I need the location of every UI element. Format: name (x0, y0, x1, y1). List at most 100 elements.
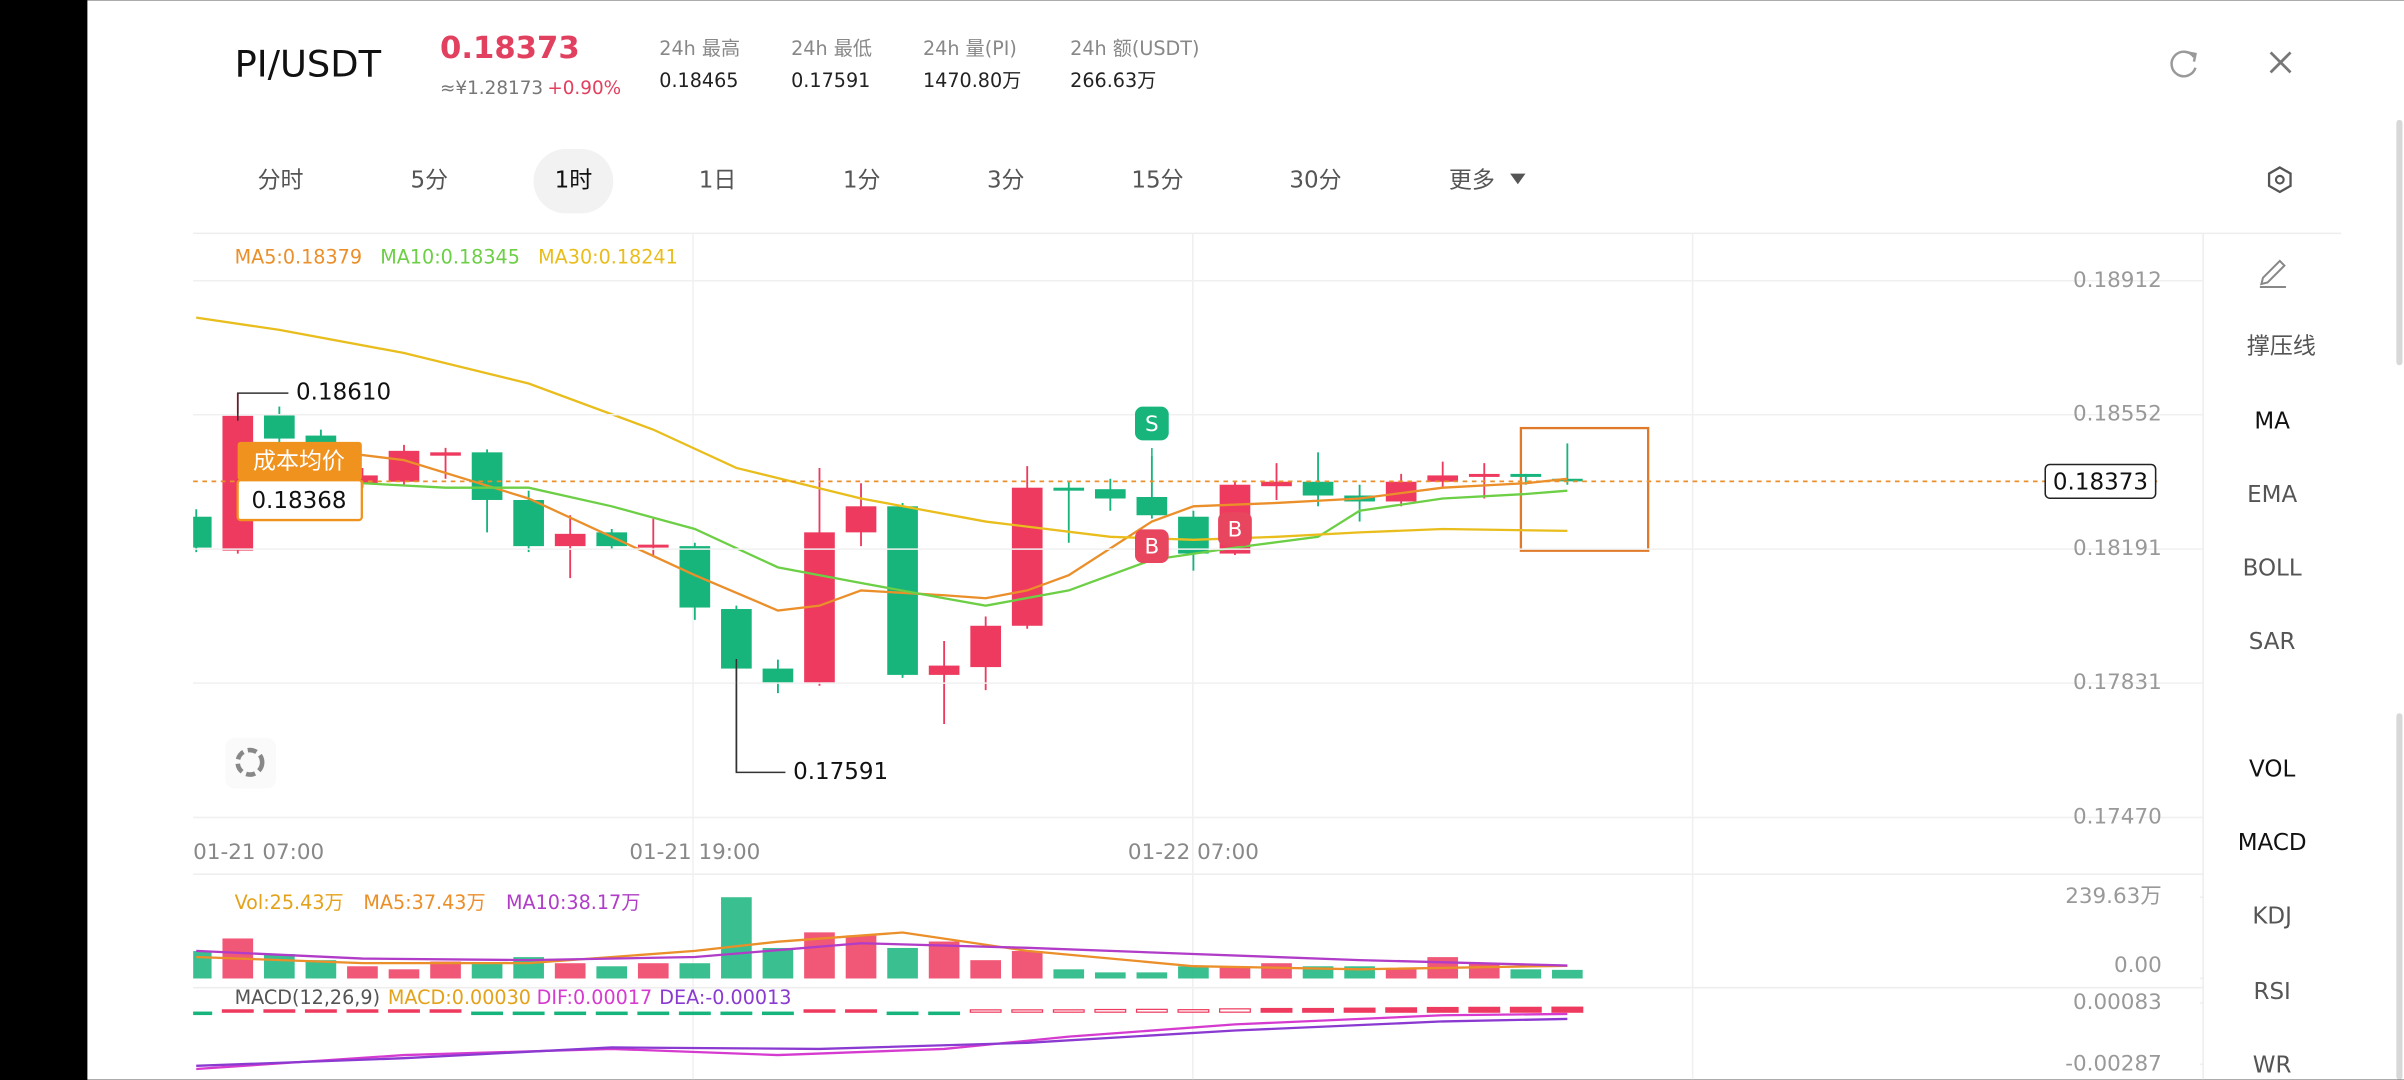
refresh-icon[interactable] (2170, 50, 2197, 78)
macd-bar (720, 1011, 753, 1016)
indicator-option[interactable]: MACD (2238, 830, 2307, 856)
candle-body (264, 414, 295, 439)
macd-bar (554, 1011, 587, 1016)
indicator-legend: MA30:0.18241 (538, 245, 678, 268)
volume-bar (554, 963, 586, 979)
candle-body (1094, 489, 1126, 499)
macd-legend: MACD:0.00030 (388, 986, 531, 1009)
volume-bar (721, 897, 752, 979)
draw-tool-icon[interactable] (2259, 259, 2286, 289)
candle-body (679, 546, 711, 608)
macd-bar (1135, 1008, 1168, 1013)
macd-bar (346, 1009, 379, 1013)
macd-bar (512, 1011, 545, 1016)
buy-signal: B (1228, 518, 1243, 543)
indicator-line (196, 1017, 1568, 1067)
indicator-option[interactable]: KDJ (2252, 904, 2292, 930)
x-tick-label: 01-22 07:00 (1128, 840, 1259, 865)
macd-bar (1011, 1009, 1044, 1013)
y-tick-label: -0.00287 (2065, 1051, 2161, 1076)
y-tick-label: 0.17831 (2073, 670, 2162, 695)
macd-bar (595, 1011, 628, 1016)
volume-bar (347, 966, 378, 979)
volume-bar (1136, 972, 1168, 979)
indicator-legend: DIF:0.00017 (537, 986, 653, 1009)
indicator-option[interactable]: RSI (2253, 979, 2290, 1005)
timeframe-tab[interactable]: 更多 (1449, 168, 1495, 194)
volume-bar (679, 963, 711, 979)
timeframe-tab[interactable]: 3分 (987, 168, 1025, 194)
high-label: 0.18610 (296, 380, 391, 406)
macd-bar (1468, 1006, 1501, 1013)
settings-dot (2274, 174, 2285, 185)
macd-bar (1509, 1006, 1542, 1013)
volume-bar (1261, 963, 1292, 979)
timeframe-tab[interactable]: 1日 (699, 168, 737, 194)
timeframe-tab[interactable]: 1时 (555, 168, 593, 194)
timeframe-tab[interactable]: 5分 (410, 168, 448, 194)
stat-label: 24h 量(PI) (923, 37, 1017, 60)
volume-bar (1011, 951, 1043, 979)
macd-bar (429, 1009, 462, 1013)
candle-body (471, 452, 503, 500)
left-bezel (0, 0, 88, 1080)
macd-bar (221, 1009, 254, 1013)
price: 0.18373 (440, 31, 580, 66)
vertical-grid (692, 233, 1694, 1080)
cny-price: ≈¥1.28173 (440, 78, 543, 99)
indicator-option[interactable]: MA (2254, 408, 2290, 434)
macd-bar (1343, 1007, 1376, 1013)
more-arrow[interactable] (1510, 173, 1526, 185)
macd-bar (1177, 1009, 1210, 1013)
volume-bar (762, 947, 794, 979)
highlight-box (1519, 426, 1650, 552)
volume-bar (1219, 966, 1251, 979)
active-tab-bg (533, 149, 614, 214)
macd-bar (1094, 1008, 1127, 1013)
volume-bar (637, 963, 669, 979)
stat-label: 24h 最低 (791, 37, 872, 60)
indicator-option[interactable]: EMA (2247, 482, 2297, 508)
indicator-option[interactable]: 撑压线 (2247, 333, 2316, 359)
settings-icon[interactable] (2267, 166, 2292, 194)
stat-value: 1470.80万 (923, 69, 1021, 92)
candle-body (347, 475, 378, 484)
macd-bar (1426, 1006, 1459, 1013)
indicator-option[interactable]: WR (2253, 1052, 2292, 1078)
indicator-option[interactable]: SAR (2249, 629, 2296, 655)
y-tick-label: 0.00 (2114, 953, 2162, 978)
timeframe-tab[interactable]: 15分 (1131, 168, 1183, 194)
sell-badge (1135, 406, 1169, 441)
candle-body (1302, 481, 1334, 496)
candle-body (1385, 481, 1417, 502)
cost-value: 0.18368 (251, 488, 346, 514)
close-button[interactable] (2269, 51, 2292, 74)
y-tick-label: 0.18912 (2073, 268, 2162, 293)
candle-body (554, 533, 586, 547)
macd-bar (388, 1009, 420, 1013)
timeframe-tab[interactable]: 分时 (258, 168, 304, 194)
volume-bar (1468, 963, 1500, 979)
timeframe-tab[interactable]: 1分 (843, 168, 881, 194)
volume-legend: Vol:25.43万 (235, 891, 344, 914)
candle-body (1011, 487, 1043, 626)
volume-bar (970, 960, 1002, 979)
candle-body (1427, 475, 1459, 482)
volume-bar (430, 961, 461, 979)
plot-area (193, 316, 1584, 1071)
macd-bar (928, 1011, 961, 1016)
annotation-leader (735, 658, 786, 774)
candle-body (1178, 516, 1209, 554)
low-label: 0.17591 (793, 759, 888, 785)
cost-box (236, 479, 363, 522)
volume-bar (388, 969, 420, 979)
indicator-option[interactable]: VOL (2249, 756, 2295, 782)
timeframe-tab[interactable]: 30分 (1289, 168, 1341, 194)
macd-bar (761, 1011, 794, 1016)
indicator-option[interactable]: BOLL (2243, 556, 2302, 582)
y-tick-label: 0.18552 (2073, 402, 2162, 427)
macd-bar (1219, 1008, 1251, 1013)
scrollbar (2396, 119, 2403, 366)
